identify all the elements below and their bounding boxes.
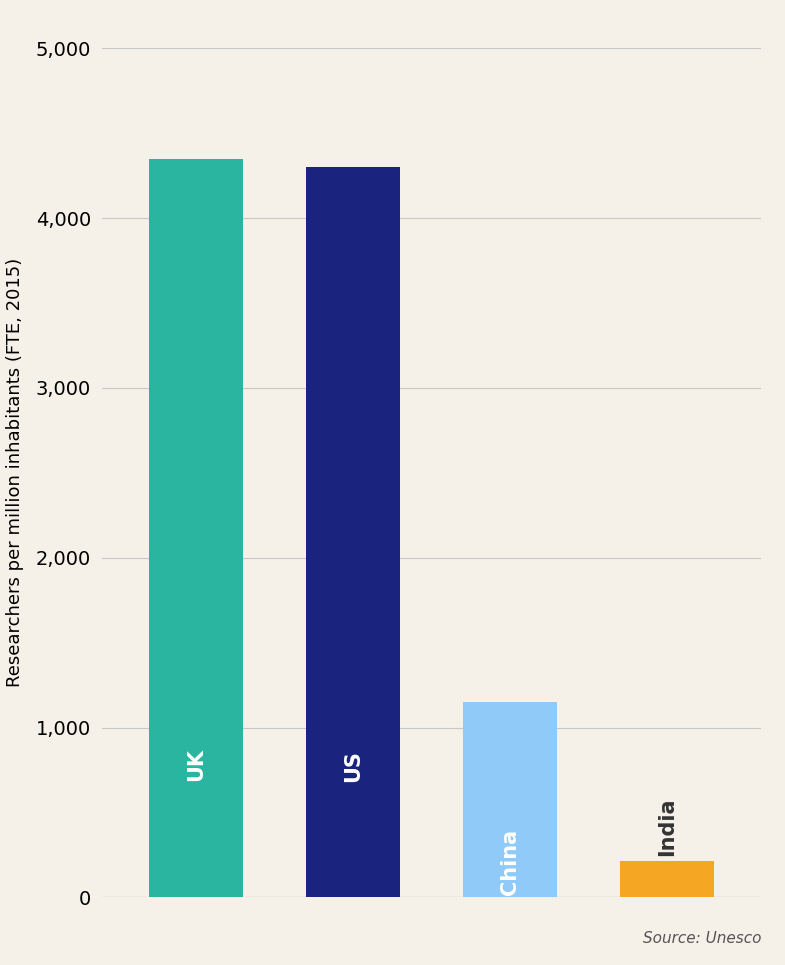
Text: China: China	[500, 829, 520, 896]
Text: Source: Unesco: Source: Unesco	[643, 931, 761, 947]
Bar	[149, 158, 243, 897]
Bar	[306, 167, 400, 897]
Text: US: US	[343, 750, 363, 782]
Y-axis label: Researchers per million inhabitants (FTE, 2015): Researchers per million inhabitants (FTE…	[6, 259, 24, 687]
Text: UK: UK	[186, 748, 206, 781]
Bar	[620, 861, 714, 897]
Bar	[463, 703, 557, 897]
Text: India: India	[657, 797, 677, 856]
